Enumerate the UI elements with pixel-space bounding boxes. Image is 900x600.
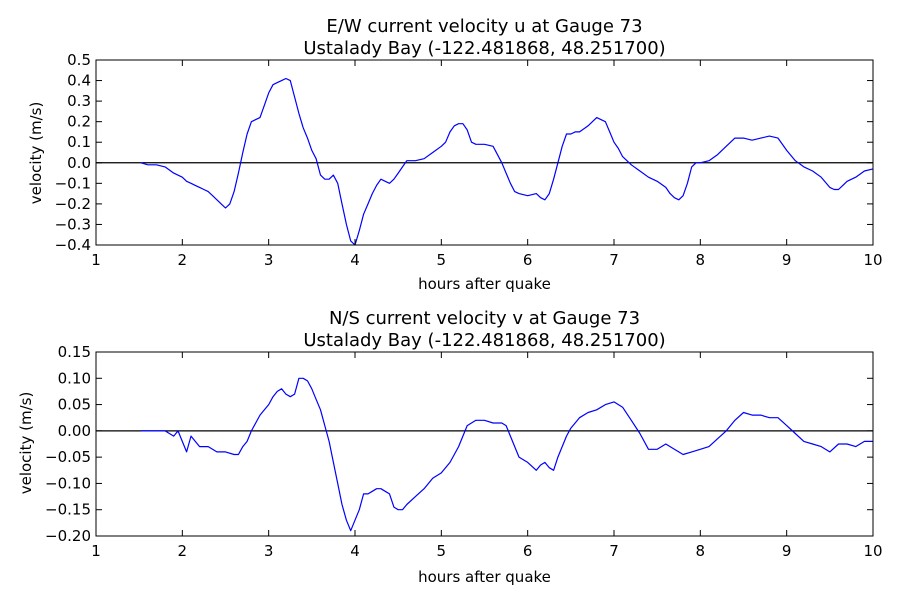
y-tick-label: −0.3 [55,215,91,233]
x-tick-label: 7 [609,542,619,560]
y-tick-label: −0.1 [55,174,91,192]
y-tick-label: 0.1 [67,133,91,151]
x-tick-label: 9 [782,251,792,269]
x-tick-label: 2 [178,542,188,560]
y-tick-label: 0.4 [67,72,91,90]
y-tick-label: 0.2 [67,113,91,131]
x-tick-label: 2 [178,251,188,269]
y-tick-label: −0.15 [45,501,91,519]
y-tick-label: −0.2 [55,195,91,213]
y-tick-label: 0.05 [58,396,91,414]
ns-velocity-chart: N/S current velocity v at Gauge 73 Ustal… [17,308,883,586]
y-tick-label: 0.0 [67,154,91,172]
x-tick-label: 8 [696,542,706,560]
y-tick-label: 0.00 [58,422,91,440]
x-tick-label: 3 [264,542,274,560]
chart-subtitle: Ustalady Bay (-122.481868, 48.251700) [303,330,665,351]
y-tick-label: −0.4 [55,236,91,254]
y-axis-label: velocity (m/s) [17,392,35,495]
x-tick-label: 4 [350,251,360,269]
chart-title: E/W current velocity u at Gauge 73 [326,16,642,37]
y-tick-label: 0.15 [58,343,91,361]
x-tick-label: 10 [863,542,882,560]
y-tick-label: −0.10 [45,474,91,492]
x-tick-label: 6 [523,251,533,269]
x-tick-label: 3 [264,251,274,269]
y-tick-label: −0.05 [45,448,91,466]
x-tick-label: 8 [696,251,706,269]
x-tick-label: 7 [609,251,619,269]
x-tick-label: 10 [863,251,882,269]
chart-title: N/S current velocity v at Gauge 73 [329,308,640,329]
x-axis-label: hours after quake [418,568,551,586]
y-axis-label: velocity (m/s) [27,102,45,205]
x-tick-label: 5 [437,251,447,269]
series-line [140,377,873,532]
series-line [140,77,874,246]
x-tick-label: 1 [91,542,101,560]
x-tick-label: 5 [437,542,447,560]
y-tick-label: 0.3 [67,92,91,110]
chart-subtitle: Ustalady Bay (-122.481868, 48.251700) [303,38,665,59]
x-tick-label: 4 [350,542,360,560]
x-tick-label: 9 [782,542,792,560]
x-axis-label: hours after quake [418,275,551,293]
plot-frame [95,59,874,246]
x-tick-label: 1 [91,251,101,269]
y-tick-label: 0.5 [67,51,91,69]
y-tick-label: 0.10 [58,369,91,387]
x-tick-label: 6 [523,542,533,560]
y-tick-label: −0.20 [45,527,91,545]
plot-frame [95,351,874,537]
ew-velocity-chart: E/W current velocity u at Gauge 73 Ustal… [27,16,883,293]
